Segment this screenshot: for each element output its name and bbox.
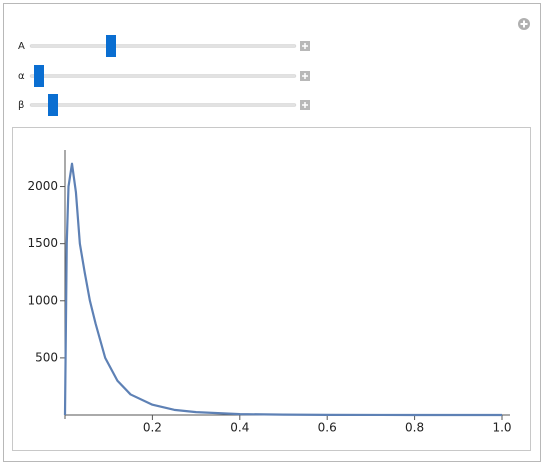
x-tick-label: 0.6 <box>318 421 337 435</box>
x-tick-label: 0.4 <box>230 421 249 435</box>
expand-icon <box>302 102 308 108</box>
slider-alpha[interactable]: α <box>18 65 310 87</box>
plot-pane <box>12 127 531 451</box>
x-tick-label: 0.2 <box>143 421 162 435</box>
expand-icon <box>302 73 308 79</box>
slider-track <box>29 103 297 107</box>
y-tick-label: 500 <box>35 350 58 364</box>
x-tick-label: 0.8 <box>405 421 424 435</box>
y-tick-label: 1000 <box>27 293 58 307</box>
slider-track <box>29 74 297 78</box>
options-icon <box>520 20 528 28</box>
slider-label: β <box>18 100 24 111</box>
slider-thumb[interactable] <box>34 65 44 87</box>
slider-label: A <box>18 41 25 52</box>
slider-thumb[interactable] <box>106 35 116 57</box>
y-tick-label: 1500 <box>27 236 58 250</box>
slider-beta[interactable]: β <box>18 94 310 116</box>
slider-label: α <box>18 71 25 82</box>
plot: 0.2 0.4 0.6 0.8 1.0 500 1000 1500 2000 <box>27 150 512 435</box>
expand-icon <box>302 43 308 49</box>
x-tick-label: 1.0 <box>492 421 511 435</box>
slider-a[interactable]: A <box>18 35 310 57</box>
y-tick-label: 2000 <box>27 179 58 193</box>
slider-thumb[interactable] <box>48 94 58 116</box>
slider-track <box>29 44 297 48</box>
data-line <box>63 162 502 417</box>
